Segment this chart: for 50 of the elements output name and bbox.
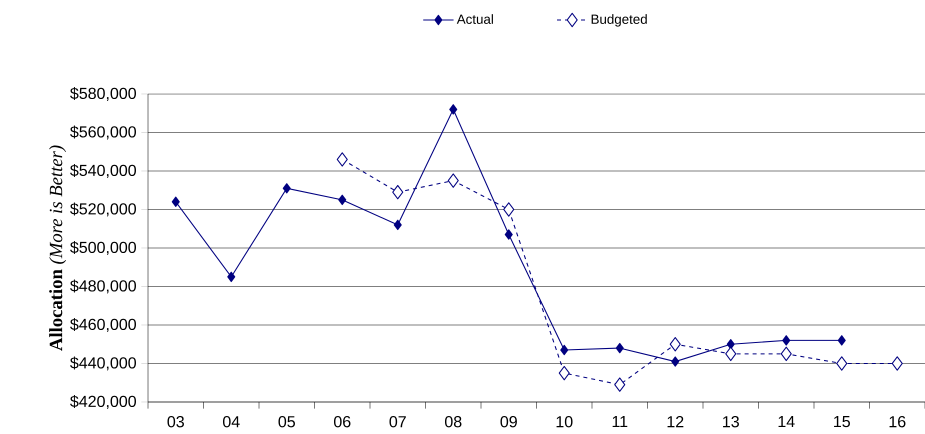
point [392, 184, 404, 200]
x-tick-label: 07 [389, 416, 406, 428]
x-tick-label: 06 [334, 416, 350, 428]
point [725, 346, 736, 362]
y-tick-label: $480,000 [70, 280, 136, 294]
point [338, 194, 346, 206]
x-tick-label: 09 [500, 416, 517, 428]
x-tick-label: 14 [778, 416, 795, 428]
point [394, 220, 402, 230]
x-tick-label: 13 [723, 416, 739, 428]
point [782, 335, 790, 346]
point [172, 196, 180, 207]
legend-label: Budgeted [592, 14, 647, 27]
point [892, 356, 903, 371]
point [838, 335, 846, 346]
x-tick-label: 08 [444, 416, 462, 428]
x-tick-label: 16 [890, 416, 906, 428]
x-tick-label: 03 [167, 416, 184, 428]
point [558, 366, 570, 380]
point [780, 346, 792, 362]
x-tick-label: 15 [834, 416, 850, 428]
point [614, 377, 626, 392]
y-tick-label: $420,000 [70, 395, 136, 409]
y-tick-label: $520,000 [70, 202, 136, 216]
point [282, 183, 291, 194]
x-tick-label: 12 [668, 416, 684, 428]
x-tick-label: 10 [556, 416, 573, 428]
legend-label: Actual [456, 14, 493, 24]
point [336, 152, 348, 167]
point [560, 344, 568, 356]
point [448, 173, 459, 188]
y-axis-title: Allocation (More is Better) [49, 145, 66, 351]
y-tick-label: $540,000 [70, 164, 136, 178]
y-tick-label: $560,000 [70, 126, 136, 140]
point [836, 356, 848, 371]
point [726, 339, 735, 350]
point [504, 229, 513, 240]
point [503, 202, 514, 217]
point [616, 342, 624, 354]
point [449, 104, 458, 115]
point [670, 337, 681, 352]
x-tick-label: 11 [612, 416, 628, 428]
x-tick-label: 04 [222, 416, 240, 428]
point [671, 356, 680, 367]
point [227, 272, 236, 282]
y-tick-label: $580,000 [70, 87, 136, 101]
x-tick-label: 05 [278, 416, 295, 428]
y-tick-label: $500,000 [70, 241, 136, 255]
y-tick-label: $440,000 [70, 356, 136, 370]
y-tick-label: $460,000 [70, 318, 136, 332]
